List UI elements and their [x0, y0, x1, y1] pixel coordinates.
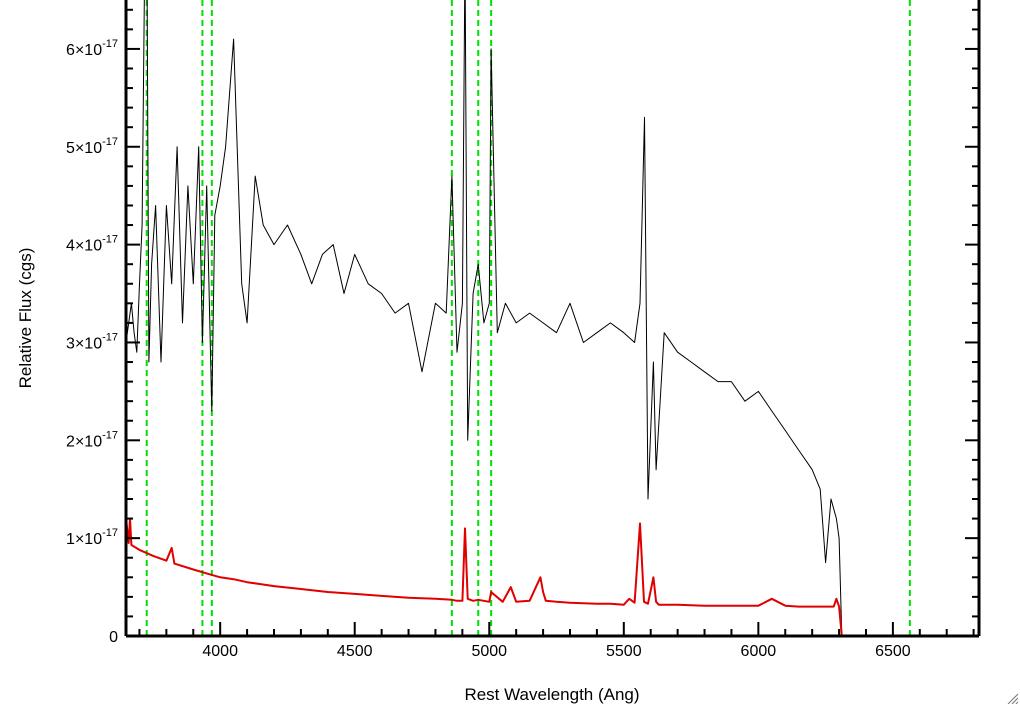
x-tick-label-3: 5500 [606, 643, 642, 660]
ticks [126, 8, 979, 637]
x-tick-label-0: 4000 [202, 643, 238, 660]
x-tick-label-1: 4500 [337, 643, 373, 660]
series-line-0 [126, 0, 979, 636]
axes [124, 0, 981, 638]
y-tick-label-0: 0 [109, 629, 118, 646]
vertical-markers [145, 0, 911, 636]
x-tick-label-2: 5000 [471, 643, 507, 660]
series-layer [126, 0, 979, 636]
x-tick-label-4: 6000 [741, 643, 777, 660]
resize-grip-icon[interactable] [1006, 692, 1018, 704]
y-axis-title: Relative Flux (cgs) [16, 248, 35, 389]
series-line-1 [126, 517, 979, 636]
x-tick-label-5: 6500 [875, 643, 911, 660]
x-axis-title: Rest Wavelength (Ang) [464, 685, 639, 704]
